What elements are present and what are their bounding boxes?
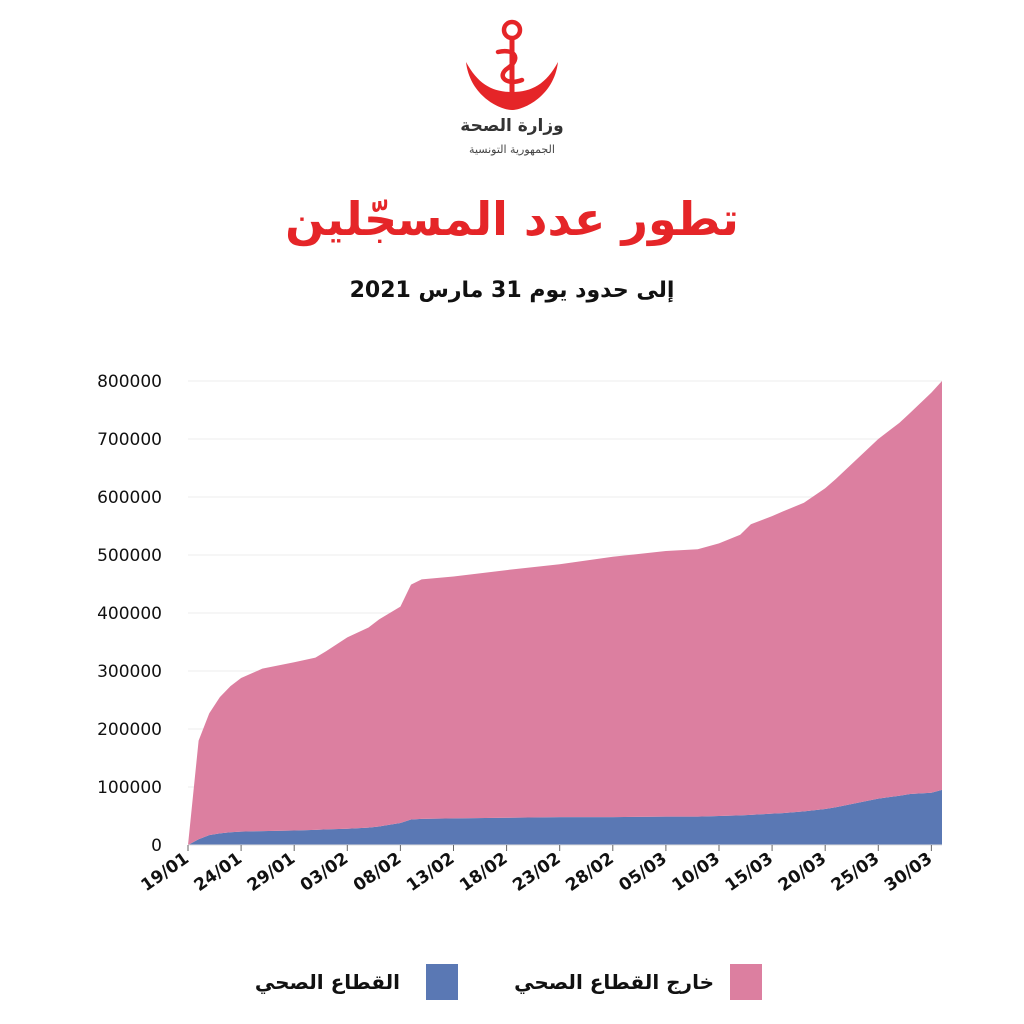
x-tick-label: 15/03 bbox=[722, 849, 777, 896]
y-tick-label: 200000 bbox=[97, 720, 162, 740]
ministry-name: وزارة الصحة bbox=[460, 116, 564, 136]
x-tick-label: 03/02 bbox=[297, 849, 352, 896]
x-tick-label: 24/01 bbox=[191, 849, 246, 896]
chart-title: تطور عدد المسجّلين bbox=[285, 192, 739, 246]
y-tick-label: 600000 bbox=[97, 488, 162, 508]
x-tick-label: 20/03 bbox=[775, 849, 830, 896]
x-tick-label: 19/01 bbox=[138, 849, 193, 896]
logo-serpent bbox=[495, 48, 525, 85]
y-tick-label: 0 bbox=[151, 836, 162, 856]
ministry-logo bbox=[466, 19, 558, 110]
y-tick-label: 300000 bbox=[97, 662, 162, 682]
x-tick-label: 05/03 bbox=[615, 849, 670, 896]
x-tick-label: 10/03 bbox=[669, 849, 724, 896]
legend-label-non-healthcare: خارج القطاع الصحي bbox=[514, 970, 714, 994]
y-tick-label: 700000 bbox=[97, 430, 162, 450]
y-tick-label: 500000 bbox=[97, 546, 162, 566]
y-tick-label: 100000 bbox=[97, 778, 162, 798]
y-axis: 0 100000 200000 300000 400000 500000 600000 700… bbox=[97, 372, 162, 856]
ministry-country: الجمهورية التونسية bbox=[469, 143, 555, 156]
legend-label-healthcare: القطاع الصحي bbox=[254, 970, 400, 994]
x-tick-label: 18/02 bbox=[456, 849, 511, 896]
x-tick-label: 23/02 bbox=[509, 849, 564, 896]
chart-areas bbox=[188, 381, 942, 845]
legend-swatch-non-healthcare bbox=[730, 964, 762, 1000]
x-tick-label: 30/03 bbox=[881, 849, 936, 896]
y-tick-label: 800000 bbox=[97, 372, 162, 392]
chart-subtitle: إلى حدود يوم 31 مارس 2021 bbox=[349, 278, 675, 303]
x-axis: 19/0124/0129/0103/0208/0213/0218/0223/02… bbox=[138, 844, 942, 896]
area-series-1 bbox=[188, 381, 942, 845]
crescent-anchor-icon bbox=[466, 19, 558, 110]
x-tick-label: 13/02 bbox=[403, 849, 458, 896]
logo-crescent bbox=[466, 62, 558, 110]
legend-swatch-healthcare bbox=[426, 964, 458, 1000]
area-series-0 bbox=[188, 789, 942, 845]
x-tick-label: 08/02 bbox=[350, 849, 405, 896]
x-tick-label: 29/01 bbox=[244, 849, 299, 896]
x-tick-label: 25/03 bbox=[828, 849, 883, 896]
y-tick-label: 400000 bbox=[97, 604, 162, 624]
x-tick-label: 28/02 bbox=[562, 849, 617, 896]
